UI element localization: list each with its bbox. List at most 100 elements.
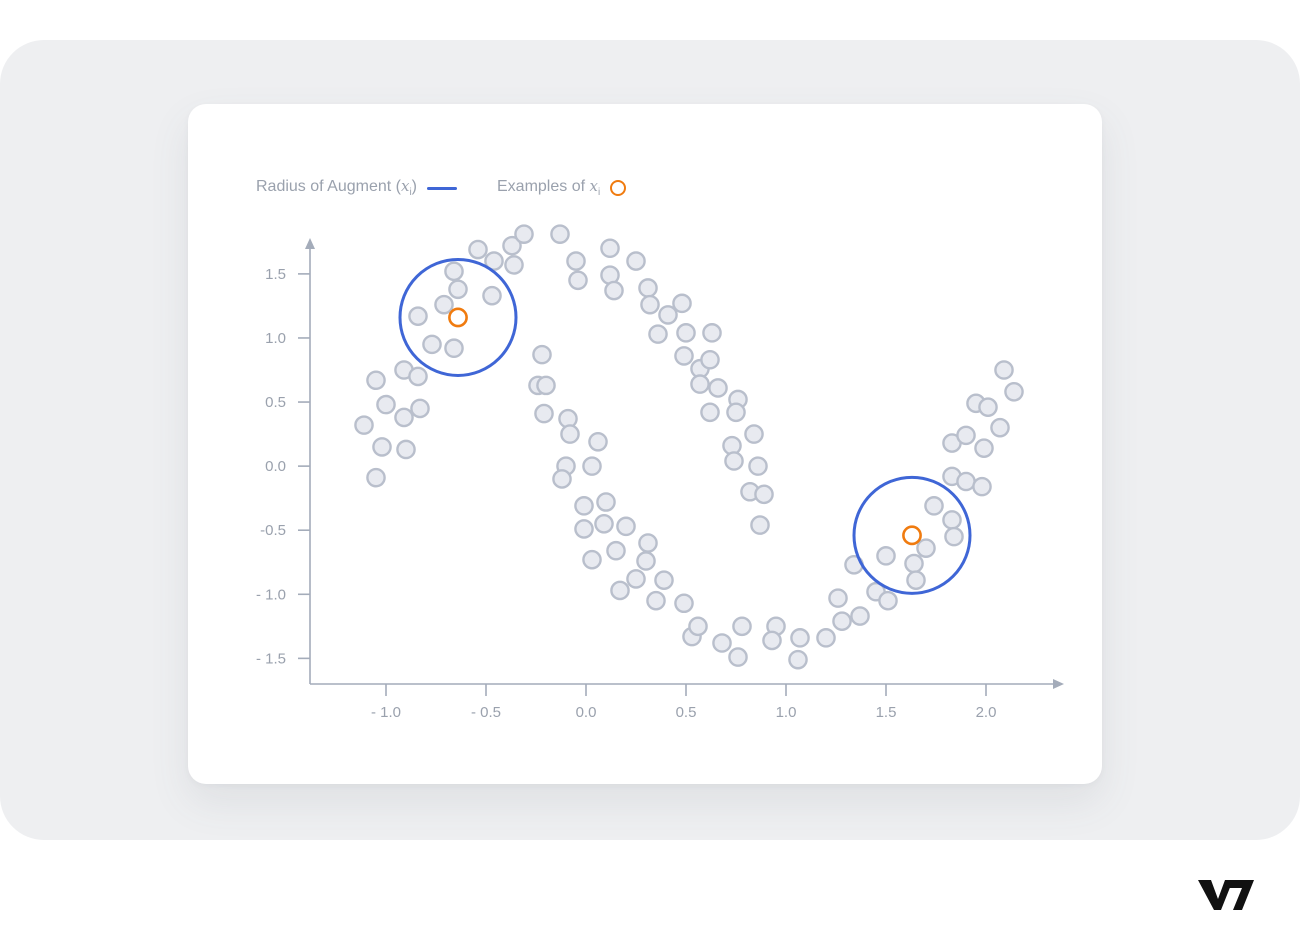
data-point xyxy=(788,649,808,670)
chart-legend: Radius of Augment (xi) Examples of xi xyxy=(256,176,627,200)
data-point xyxy=(550,224,570,244)
data-point xyxy=(568,270,588,291)
legend-item-radius: Radius of Augment (xi) xyxy=(256,177,457,199)
x-tick-label: 2.0 xyxy=(976,704,997,721)
data-point xyxy=(582,456,602,476)
data-point xyxy=(748,456,768,476)
data-point xyxy=(994,360,1014,380)
data-point xyxy=(594,513,614,534)
data-point xyxy=(574,519,594,539)
y-tick-label: 1.0 xyxy=(265,330,286,347)
data-point xyxy=(906,570,926,590)
data-point xyxy=(468,239,488,260)
data-point xyxy=(688,616,708,637)
data-point xyxy=(588,431,608,452)
data-point xyxy=(408,306,428,326)
data-point xyxy=(754,484,774,505)
data-point xyxy=(944,526,964,547)
y-tick-label: 0.5 xyxy=(265,394,286,411)
x-tick-label: 1.0 xyxy=(776,704,797,721)
data-point xyxy=(674,593,694,614)
data-point xyxy=(744,424,764,444)
data-point xyxy=(552,469,572,489)
data-point xyxy=(536,375,556,396)
data-point xyxy=(1004,381,1024,402)
data-point xyxy=(916,538,936,558)
data-point xyxy=(654,570,674,590)
data-point xyxy=(354,415,374,435)
y-tick-label: 1.5 xyxy=(265,266,286,283)
data-point xyxy=(674,346,694,366)
data-point xyxy=(762,630,782,651)
data-point xyxy=(732,616,752,637)
data-point xyxy=(676,323,696,343)
x-tick-label: - 0.5 xyxy=(471,704,501,721)
data-point xyxy=(532,344,552,365)
data-point xyxy=(708,378,728,398)
data-point xyxy=(974,438,994,458)
data-point xyxy=(444,261,464,282)
data-point xyxy=(904,553,924,574)
data-point xyxy=(646,590,666,611)
data-point xyxy=(574,496,594,516)
x-tick-label: 0.0 xyxy=(576,704,597,721)
data-point xyxy=(956,471,976,492)
legend-item-examples: Examples of xi xyxy=(497,177,627,199)
data-point xyxy=(658,305,678,325)
data-point xyxy=(702,323,722,343)
data-point xyxy=(924,496,944,516)
data-point xyxy=(444,338,464,359)
data-point xyxy=(606,540,626,561)
y-tick-label: - 1.0 xyxy=(256,586,286,603)
data-point xyxy=(366,370,386,391)
x-tick-label: - 1.0 xyxy=(371,704,401,721)
data-point xyxy=(690,374,710,394)
data-point xyxy=(850,606,870,626)
data-point xyxy=(640,294,660,315)
data-point xyxy=(672,293,692,314)
data-point xyxy=(728,647,748,667)
v7-logo xyxy=(1198,880,1254,910)
data-point xyxy=(502,235,522,256)
legend-label-examples: Examples of xi xyxy=(497,177,601,199)
data-point xyxy=(638,278,658,298)
data-point xyxy=(610,580,630,601)
data-point xyxy=(504,255,524,275)
data-point xyxy=(700,349,720,370)
data-point xyxy=(648,324,668,344)
x-tick-label: 1.5 xyxy=(876,704,897,721)
data-point xyxy=(726,402,746,423)
data-point xyxy=(636,551,656,571)
augment-radius-circle xyxy=(852,475,972,595)
data-point xyxy=(514,224,534,244)
x-tick-label: 0.5 xyxy=(676,704,697,721)
data-point xyxy=(560,424,580,444)
data-point xyxy=(566,251,586,271)
example-point xyxy=(448,307,468,328)
data-point xyxy=(828,588,848,608)
y-tick-label: 0.0 xyxy=(265,458,286,475)
legend-circle-swatch xyxy=(610,180,627,196)
data-point xyxy=(600,238,620,259)
data-point xyxy=(484,251,504,271)
data-point xyxy=(878,590,898,611)
data-point xyxy=(448,279,468,300)
data-point xyxy=(408,366,428,387)
data-point xyxy=(366,467,386,488)
data-point xyxy=(626,569,646,589)
data-point xyxy=(372,437,392,457)
data-point xyxy=(396,439,416,460)
data-point xyxy=(410,398,430,419)
data-point xyxy=(582,549,602,570)
data-point xyxy=(956,425,976,446)
data-point xyxy=(376,394,396,415)
data-point xyxy=(616,516,636,537)
legend-label-radius: Radius of Augment (xi) xyxy=(256,177,417,199)
data-point xyxy=(604,280,624,301)
legend-line-swatch xyxy=(427,186,457,190)
data-point xyxy=(876,546,896,566)
data-point xyxy=(712,633,732,653)
data-point xyxy=(596,492,616,512)
data-point xyxy=(990,417,1010,438)
